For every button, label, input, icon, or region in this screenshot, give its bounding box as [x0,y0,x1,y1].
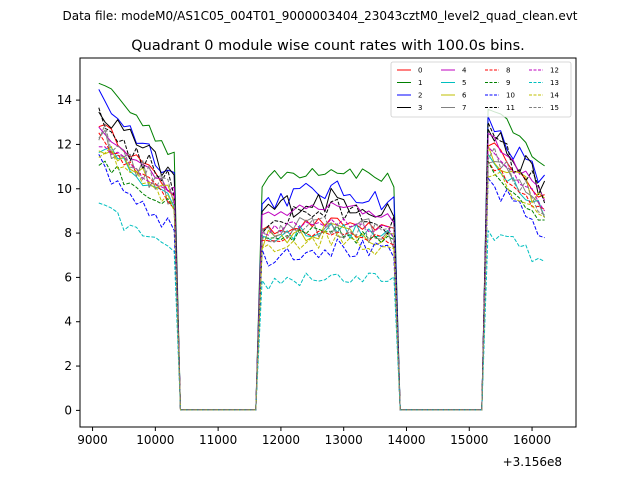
y-tick-label: 12 [57,137,72,151]
y-tick-label: 4 [64,315,72,329]
x-offset-label: +3.156e8 [503,455,562,469]
legend-label-5: 5 [462,79,466,87]
x-tick-label: 16000 [513,433,551,447]
y-tick-label: 6 [64,270,72,284]
legend-label-4: 4 [462,67,467,75]
y-tick-label: 8 [64,226,72,240]
legend-label-9: 9 [506,79,510,87]
legend-label-14: 14 [550,92,559,100]
x-tick-label: 13000 [325,433,363,447]
legend-label-2: 2 [418,92,422,100]
x-tick-label: 9000 [77,433,108,447]
axes-frame [79,57,577,428]
x-tick-label: 14000 [387,433,425,447]
chart-title: Quadrant 0 module wise count rates with … [131,38,525,54]
x-axis: 9000 10000 11000 12000 13000 14000 15000 16000 [77,427,551,447]
legend-label-1: 1 [418,79,422,87]
y-tick-label: 2 [64,359,72,373]
legend-label-8: 8 [506,67,510,75]
legend-label-13: 13 [550,79,559,87]
series-layer [98,82,546,411]
series-line-15 [98,123,545,411]
legend-label-0: 0 [418,67,422,75]
legend-label-11: 11 [506,104,515,112]
y-tick-label: 0 [64,403,72,417]
legend-label-10: 10 [506,92,515,100]
plot-area: 9000 10000 11000 12000 13000 14000 15000 16000 … [57,57,577,469]
x-tick-label: 15000 [450,433,488,447]
x-tick-label: 10000 [136,433,174,447]
legend-label-3: 3 [418,104,422,112]
legend-label-7: 7 [462,104,466,112]
y-tick-label: 10 [57,182,72,196]
y-tick-label: 14 [57,93,72,107]
x-tick-label: 11000 [199,433,237,447]
series-line-14 [98,146,545,411]
legend-box [390,61,572,118]
x-tick-label: 12000 [262,433,300,447]
legend-label-6: 6 [462,92,467,100]
y-axis: 0 2 4 6 8 10 12 14 [57,93,80,417]
figure-suptitle: Data file: modeM0/AS1C05_004T01_90000034… [62,9,577,23]
legend-label-15: 15 [550,104,559,112]
legend-label-12: 12 [550,67,559,75]
series-line-13 [98,202,545,411]
